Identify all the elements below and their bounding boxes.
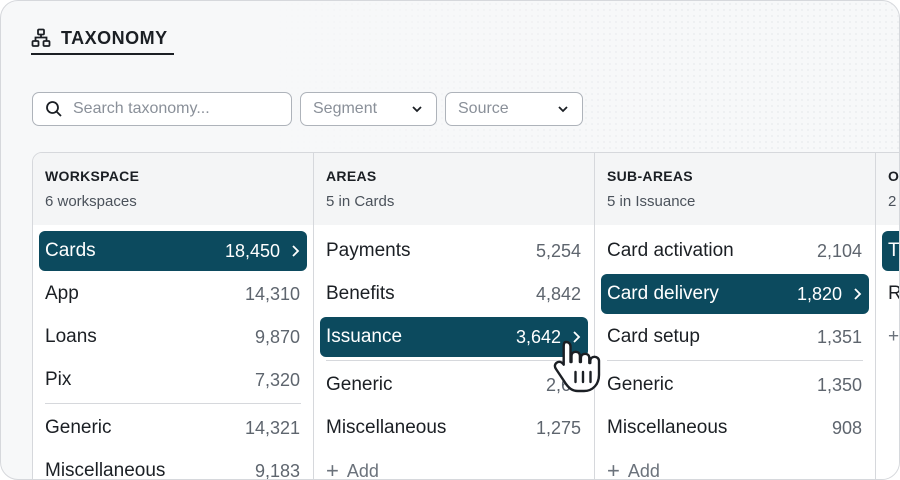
item-name: App — [45, 283, 79, 304]
item-count: 14,310 — [244, 283, 300, 304]
chevron-right-icon — [292, 245, 300, 257]
add-sub-area-button[interactable]: + Add — [601, 451, 869, 480]
divider — [326, 360, 582, 361]
item-name: Card delivery — [607, 283, 719, 304]
item-name: Generic — [326, 374, 393, 395]
item-count: 1,820 — [796, 283, 842, 304]
segment-label: Segment — [313, 100, 378, 117]
item-count: 18,450 — [224, 240, 280, 261]
item-count: 1,350 — [816, 374, 862, 395]
list-item-issuance[interactable]: Issuance 3,642 — [320, 317, 588, 357]
column-next: O 2 T R + — [876, 153, 900, 479]
add-next-button[interactable]: + — [882, 317, 900, 357]
list-item-card-activation[interactable]: Card activation 2,104 — [601, 231, 869, 271]
column-subtitle: 6 workspaces — [45, 193, 137, 210]
list-item-card-delivery[interactable]: Card delivery 1,820 — [601, 274, 869, 314]
item-count: 5,254 — [535, 240, 581, 261]
list-item-miscellaneous[interactable]: Miscellaneous 1,275 — [320, 408, 588, 448]
column-title: WORKSPACE — [45, 168, 140, 184]
list-item-cards[interactable]: Cards 18,450 — [39, 231, 307, 271]
segment-dropdown[interactable]: Segment — [300, 92, 437, 126]
plus-icon: + — [888, 326, 900, 347]
item-name: R — [888, 283, 899, 305]
list-item-app[interactable]: App 14,310 — [39, 274, 307, 314]
item-name: Payments — [326, 240, 411, 261]
add-label: Add — [627, 460, 660, 480]
item-name: Miscellaneous — [45, 460, 166, 480]
search-input[interactable] — [73, 100, 273, 118]
list-item-card-setup[interactable]: Card setup 1,351 — [601, 317, 869, 357]
item-count: 7,320 — [254, 369, 300, 390]
item-count: 14,321 — [244, 417, 300, 438]
item-name: Pix — [45, 369, 72, 390]
list-item-benefits[interactable]: Benefits 4,842 — [320, 274, 588, 314]
search-box[interactable] — [32, 92, 292, 126]
list-item-next[interactable]: R — [882, 274, 899, 314]
item-count: 908 — [831, 417, 862, 438]
list-item-next[interactable]: T — [882, 231, 900, 271]
item-name: Generic — [45, 417, 112, 438]
column-title: SUB-AREAS — [607, 168, 693, 184]
page-title: TAXONOMY — [31, 27, 174, 55]
page-title-text: TAXONOMY — [61, 27, 168, 48]
item-name: Cards — [45, 240, 96, 261]
list-item-payments[interactable]: Payments 5,254 — [320, 231, 588, 271]
chevron-down-icon — [558, 106, 568, 113]
item-name: Benefits — [326, 283, 395, 304]
add-area-button[interactable]: + Add — [320, 451, 588, 480]
hand-cursor-icon — [553, 340, 601, 393]
column-header: SUB-AREAS 5 in Issuance — [595, 153, 875, 225]
column-workspace: WORKSPACE 6 workspaces Cards 18,450 App … — [33, 153, 314, 480]
item-count: 1,351 — [816, 326, 862, 347]
item-count: 3,642 — [515, 326, 561, 347]
item-name: Loans — [45, 326, 97, 347]
source-dropdown[interactable]: Source — [445, 92, 583, 126]
column-subtitle: 2 — [888, 193, 897, 210]
item-count: 2,104 — [816, 240, 862, 261]
plus-icon: + — [326, 458, 339, 480]
item-name: Miscellaneous — [607, 417, 728, 438]
column-header: WORKSPACE 6 workspaces — [33, 153, 313, 225]
column-sub-areas: SUB-AREAS 5 in Issuance Card activation … — [595, 153, 876, 480]
column-subtitle: 5 in Cards — [326, 193, 395, 210]
list-item-generic[interactable]: Generic 2,65 — [320, 365, 588, 405]
item-count: 9,183 — [254, 460, 300, 480]
item-name: Miscellaneous — [326, 417, 447, 438]
item-count: 1,275 — [535, 417, 581, 438]
item-name: T — [888, 240, 900, 261]
plus-icon: + — [607, 458, 620, 480]
item-name: Card setup — [607, 326, 700, 347]
chevron-down-icon — [412, 106, 422, 113]
column-areas: AREAS 5 in Cards Payments 5,254 Benefits… — [314, 153, 595, 480]
column-title: AREAS — [326, 168, 377, 184]
column-title: O — [888, 168, 900, 184]
item-name: Generic — [607, 374, 674, 395]
chevron-right-icon — [573, 331, 581, 343]
list-item-pix[interactable]: Pix 7,320 — [39, 360, 307, 400]
list-item-loans[interactable]: Loans 9,870 — [39, 317, 307, 357]
divider — [607, 360, 863, 361]
item-name: Issuance — [326, 326, 403, 347]
column-header: AREAS 5 in Cards — [314, 153, 594, 225]
item-count: 4,842 — [535, 283, 581, 304]
chevron-right-icon — [854, 288, 862, 300]
hierarchy-icon — [31, 28, 51, 47]
list-item-generic[interactable]: Generic 14,321 — [39, 408, 307, 448]
column-subtitle: 5 in Issuance — [607, 193, 696, 210]
add-label: Add — [346, 460, 379, 480]
divider — [45, 403, 301, 404]
list-item-generic[interactable]: Generic 1,350 — [601, 365, 869, 405]
column-header: O 2 — [876, 153, 900, 225]
item-count: 9,870 — [254, 326, 300, 347]
item-name: Card activation — [607, 240, 734, 261]
list-item-miscellaneous[interactable]: Miscellaneous 9,183 — [39, 451, 307, 480]
taxonomy-columns: WORKSPACE 6 workspaces Cards 18,450 App … — [32, 152, 900, 480]
search-icon — [46, 101, 62, 117]
source-label: Source — [458, 100, 509, 117]
list-item-miscellaneous[interactable]: Miscellaneous 908 — [601, 408, 869, 448]
background-pattern — [1, 1, 899, 151]
